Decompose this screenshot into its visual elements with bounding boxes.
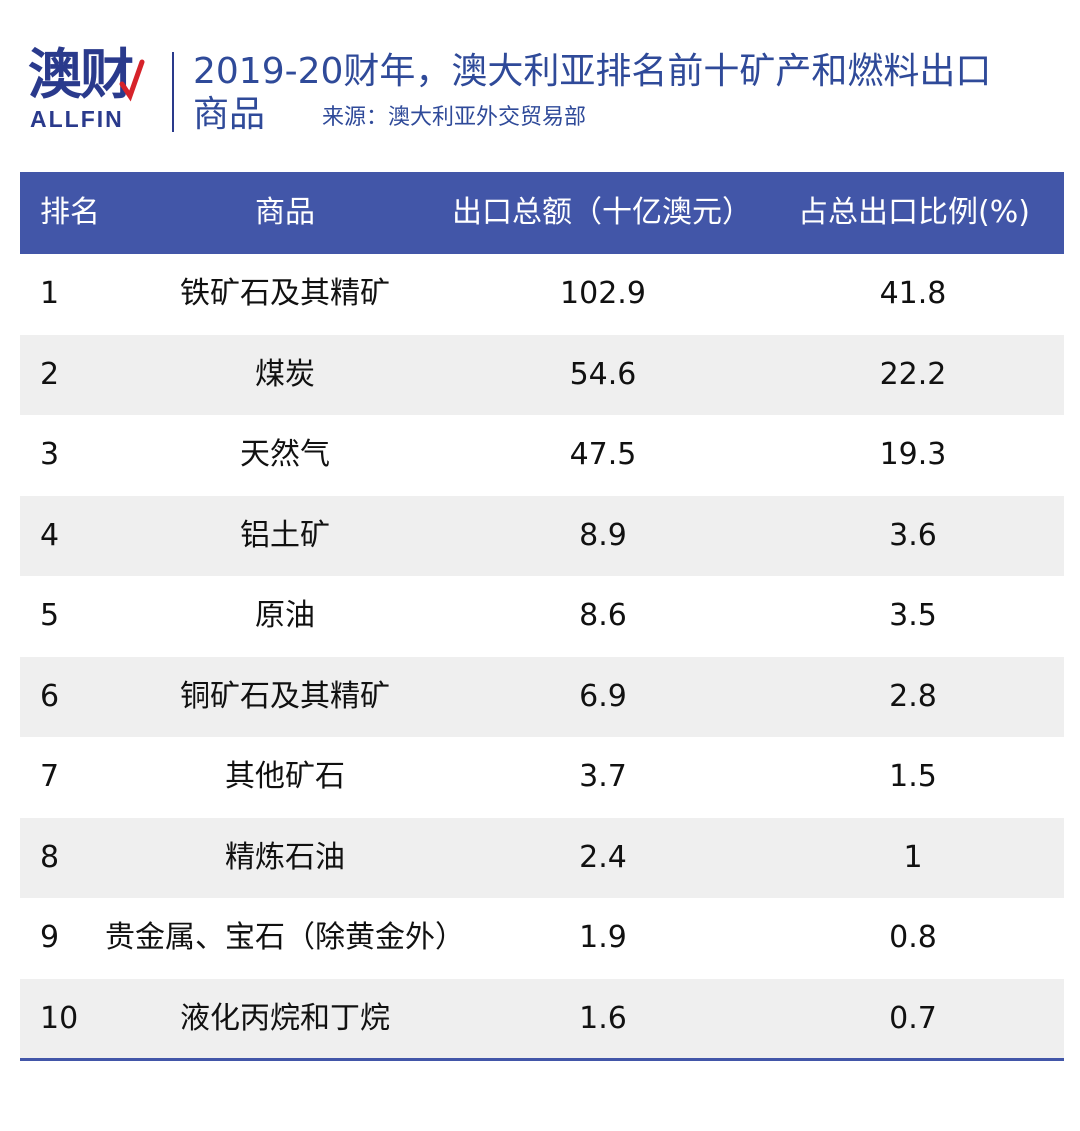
table-row: 8 精炼石油 2.4 1: [20, 817, 1064, 898]
rank-cell: 2: [40, 356, 60, 392]
share-cell: 19.3: [879, 437, 947, 472]
table-body: 1 铁矿石及其精矿 102.9 41.8 2 煤炭 54.6 22.2 3 天然气 47.5 19.3…: [20, 254, 1064, 1059]
table-row: 6 铜矿石及其精矿 6.9 2.8: [20, 656, 1064, 737]
export-value-cell: 3.7: [579, 759, 627, 794]
table-row: 10 液化丙烷和丁烷 1.6 0.7: [20, 978, 1064, 1059]
column-header-commodity: 商品: [255, 195, 315, 230]
share-cell: 3.5: [889, 598, 937, 633]
share-cell: 0.8: [889, 920, 937, 955]
page-title-line2: 商品: [193, 94, 266, 135]
rank-cell: 10: [40, 1000, 79, 1036]
commodity-cell: 天然气: [240, 437, 330, 472]
export-value-cell: 47.5: [569, 437, 637, 472]
column-header-rank: 排名: [40, 195, 100, 230]
commodity-cell: 煤炭: [255, 356, 315, 392]
rank-cell: 7: [40, 759, 60, 794]
commodity-cell: 铜矿石及其精矿: [180, 678, 390, 714]
rank-cell: 6: [40, 678, 60, 714]
exports-table: 排名 商品 出口总额（十亿澳元） 占总出口比例(%) 1 铁矿石及其精矿 102.9…: [20, 172, 1064, 1059]
commodity-cell: 原油: [255, 598, 315, 633]
table-header: 排名 商品 出口总额（十亿澳元） 占总出口比例(%): [20, 172, 1064, 254]
export-value-cell: 6.9: [579, 678, 627, 714]
commodity-cell: 精炼石油: [225, 839, 345, 875]
header: 澳财 ALLFIN 2019-20财年，澳大利亚排名前十矿产和燃料出口 商品 来…: [0, 0, 1080, 150]
share-cell: 1.5: [889, 759, 937, 794]
rank-cell: 8: [40, 839, 60, 875]
table-row: 3 天然气 47.5 19.3: [20, 415, 1064, 496]
share-cell: 1: [903, 839, 923, 875]
export-value-cell: 1.6: [579, 1000, 627, 1036]
export-value-cell: 54.6: [569, 356, 637, 392]
export-value-cell: 8.9: [579, 517, 627, 553]
share-cell: 22.2: [879, 356, 947, 392]
commodity-cell: 贵金属、宝石（除黄金外）: [105, 920, 465, 955]
share-cell: 41.8: [879, 276, 947, 311]
export-value-cell: 8.6: [579, 598, 627, 633]
commodity-cell: 铝土矿: [240, 517, 330, 553]
column-header-export-value: 出口总额（十亿澳元）: [452, 195, 752, 230]
rank-cell: 1: [40, 276, 60, 311]
rank-cell: 5: [40, 598, 60, 633]
page-title: 2019-20财年，澳大利亚排名前十矿产和燃料出口: [193, 51, 992, 92]
table-row: 5 原油 8.6 3.5: [20, 576, 1064, 657]
logo-text-cn: 澳财: [28, 43, 134, 106]
rank-cell: 3: [40, 437, 60, 472]
share-cell: 0.7: [889, 1000, 937, 1036]
rank-cell: 4: [40, 517, 60, 553]
commodity-cell: 其他矿石: [225, 759, 345, 794]
allfin-logo: 澳财 ALLFIN: [28, 44, 158, 134]
commodity-cell: 铁矿石及其精矿: [180, 276, 390, 311]
commodity-cell: 液化丙烷和丁烷: [180, 1000, 390, 1036]
export-value-cell: 1.9: [579, 920, 627, 955]
table-row: 7 其他矿石 3.7 1.5: [20, 737, 1064, 818]
table-row: 9 贵金属、宝石（除黄金外） 1.9 0.8: [20, 898, 1064, 979]
share-cell: 3.6: [889, 517, 937, 553]
table-row: 4 铝土矿 8.9 3.6: [20, 495, 1064, 576]
table-bottom-rule: [20, 1058, 1064, 1061]
rank-cell: 9: [40, 920, 60, 955]
export-value-cell: 102.9: [560, 276, 646, 311]
source-note: 来源：澳大利亚外交贸易部: [322, 105, 587, 130]
logo-check-icon: [119, 59, 145, 102]
column-header-share: 占总出口比例(%): [798, 195, 1030, 230]
share-cell: 2.8: [889, 678, 937, 714]
export-value-cell: 2.4: [579, 839, 627, 875]
logo-text-en: ALLFIN: [30, 106, 124, 132]
table-row: 1 铁矿石及其精矿 102.9 41.8: [20, 254, 1064, 335]
header-divider: [172, 52, 174, 132]
table-row: 2 煤炭 54.6 22.2: [20, 334, 1064, 415]
